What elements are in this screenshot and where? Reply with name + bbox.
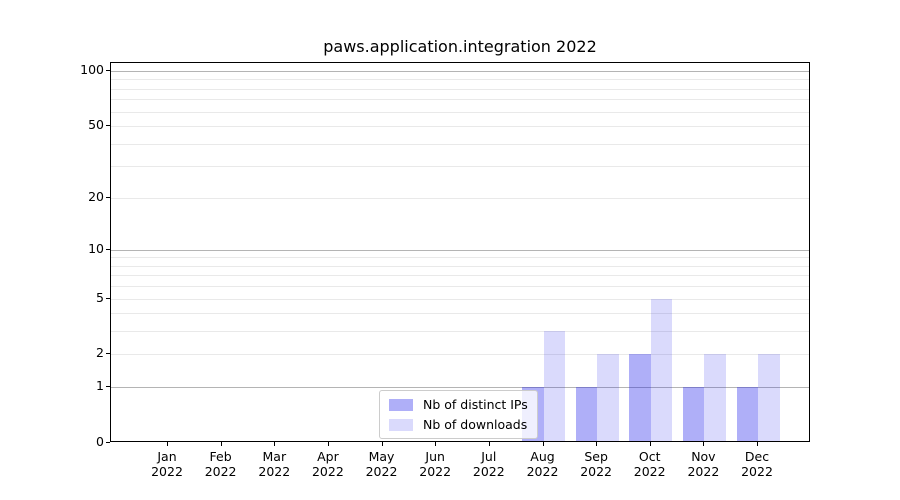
x-tick-mark bbox=[596, 442, 598, 446]
y-tick-mark bbox=[106, 297, 110, 299]
minor-gridline bbox=[111, 313, 809, 315]
x-tick-label: May 2022 bbox=[365, 449, 398, 479]
x-tick-mark bbox=[703, 442, 705, 446]
y-tick-label: 5 bbox=[96, 289, 104, 305]
minor-gridline bbox=[111, 166, 809, 168]
x-tick-label: Mar 2022 bbox=[258, 449, 291, 479]
bar-downloads bbox=[758, 354, 780, 441]
legend-item: Nb of distinct IPs bbox=[389, 397, 528, 412]
y-tick-mark bbox=[106, 386, 110, 388]
chart-title: paws.application.integration 2022 bbox=[323, 37, 597, 56]
legend-label: Nb of downloads bbox=[423, 417, 528, 432]
x-tick-label: Nov 2022 bbox=[687, 449, 720, 479]
x-tick-label: Dec 2022 bbox=[741, 449, 773, 479]
minor-gridline bbox=[111, 265, 809, 267]
legend-label: Nb of distinct IPs bbox=[423, 397, 528, 412]
x-tick-mark bbox=[327, 442, 329, 446]
y-tick-label: 1 bbox=[96, 378, 104, 394]
major-gridline bbox=[111, 71, 809, 72]
x-tick-mark bbox=[220, 442, 222, 446]
minor-gridline bbox=[111, 197, 809, 199]
y-tick-label: 20 bbox=[88, 188, 104, 204]
minor-gridline bbox=[111, 88, 809, 90]
x-tick-label: Oct 2022 bbox=[633, 449, 666, 479]
y-tick-mark bbox=[106, 196, 110, 198]
x-tick-label: Aug 2022 bbox=[526, 449, 559, 479]
bar-distinct-ips bbox=[682, 387, 705, 441]
minor-gridline bbox=[111, 298, 809, 300]
x-tick-mark bbox=[757, 442, 758, 446]
bar-downloads bbox=[543, 331, 565, 441]
bar-distinct-ips bbox=[629, 354, 651, 441]
minor-gridline bbox=[111, 79, 809, 81]
legend-item: Nb of downloads bbox=[389, 417, 528, 432]
major-gridline bbox=[111, 387, 809, 389]
x-tick-mark bbox=[381, 442, 383, 446]
minor-gridline bbox=[111, 286, 809, 288]
minor-gridline bbox=[111, 111, 809, 113]
y-tick-label: 50 bbox=[88, 117, 104, 133]
bar-distinct-ips bbox=[736, 387, 758, 441]
x-tick-label: Jul 2022 bbox=[472, 449, 505, 479]
minor-gridline bbox=[111, 257, 809, 259]
x-tick-label: Feb 2022 bbox=[204, 449, 237, 479]
legend-swatch bbox=[389, 398, 413, 411]
legend: Nb of distinct IPs Nb of downloads bbox=[379, 390, 538, 439]
y-tick-label: 0 bbox=[96, 434, 104, 449]
y-tick-label: 10 bbox=[88, 240, 104, 256]
x-tick-label: Jun 2022 bbox=[419, 449, 452, 479]
plot-area: Nb of distinct IPs Nb of downloads bbox=[110, 62, 810, 442]
x-tick-mark bbox=[488, 442, 490, 446]
bar-downloads bbox=[597, 354, 619, 441]
minor-gridline bbox=[111, 143, 809, 145]
legend-swatch bbox=[389, 418, 413, 431]
bar-downloads bbox=[650, 298, 673, 441]
x-tick-label: Sep 2022 bbox=[580, 449, 612, 479]
bar-downloads bbox=[704, 354, 726, 441]
minor-gridline bbox=[111, 275, 809, 277]
y-tick-label: 2 bbox=[96, 345, 104, 361]
x-tick-label: Apr 2022 bbox=[311, 449, 344, 479]
major-gridline bbox=[111, 249, 809, 251]
x-tick-mark bbox=[274, 442, 276, 446]
x-tick-mark bbox=[542, 442, 544, 446]
minor-gridline bbox=[111, 99, 809, 101]
y-tick-mark bbox=[106, 248, 110, 250]
x-tick-mark bbox=[649, 442, 651, 446]
y-tick-mark bbox=[106, 70, 110, 71]
minor-gridline bbox=[111, 126, 809, 128]
minor-gridline bbox=[111, 331, 809, 333]
y-tick-mark bbox=[106, 353, 110, 355]
y-tick-mark bbox=[106, 125, 110, 127]
x-tick-label: Jan 2022 bbox=[151, 449, 183, 479]
bar-distinct-ips bbox=[575, 387, 598, 441]
y-tick-mark bbox=[106, 442, 110, 443]
minor-gridline bbox=[111, 354, 809, 356]
y-tick-label: 100 bbox=[80, 62, 104, 77]
x-tick-mark bbox=[167, 442, 168, 446]
x-tick-mark bbox=[435, 442, 437, 446]
